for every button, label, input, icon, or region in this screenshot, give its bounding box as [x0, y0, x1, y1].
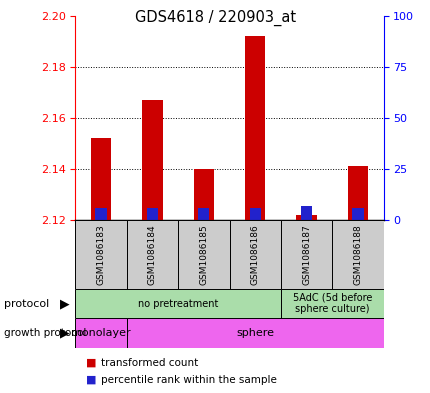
- Bar: [198, 208, 209, 220]
- Text: ■: ■: [86, 375, 96, 385]
- Text: GSM1086187: GSM1086187: [301, 224, 310, 285]
- Bar: [193, 169, 214, 220]
- Text: monolayer: monolayer: [71, 328, 131, 338]
- FancyBboxPatch shape: [178, 220, 229, 289]
- Text: protocol: protocol: [4, 299, 49, 309]
- Text: GSM1086188: GSM1086188: [353, 224, 362, 285]
- Bar: [142, 100, 163, 220]
- Bar: [300, 206, 311, 220]
- FancyBboxPatch shape: [332, 220, 383, 289]
- Text: GSM1086185: GSM1086185: [199, 224, 208, 285]
- Text: GSM1086186: GSM1086186: [250, 224, 259, 285]
- Bar: [249, 208, 260, 220]
- FancyBboxPatch shape: [75, 289, 280, 318]
- Text: sphere: sphere: [236, 328, 273, 338]
- Text: transformed count: transformed count: [101, 358, 198, 368]
- FancyBboxPatch shape: [229, 220, 280, 289]
- Text: GDS4618 / 220903_at: GDS4618 / 220903_at: [135, 10, 295, 26]
- Text: GSM1086184: GSM1086184: [147, 224, 157, 285]
- Text: 5AdC (5d before
sphere culture): 5AdC (5d before sphere culture): [292, 293, 371, 314]
- Bar: [95, 208, 107, 220]
- Bar: [147, 208, 158, 220]
- Text: ■: ■: [86, 358, 96, 368]
- FancyBboxPatch shape: [126, 220, 178, 289]
- FancyBboxPatch shape: [75, 318, 126, 348]
- Bar: [351, 208, 363, 220]
- FancyBboxPatch shape: [280, 289, 383, 318]
- FancyBboxPatch shape: [280, 220, 332, 289]
- Text: growth protocol: growth protocol: [4, 328, 86, 338]
- Text: GSM1086183: GSM1086183: [96, 224, 105, 285]
- Text: percentile rank within the sample: percentile rank within the sample: [101, 375, 276, 385]
- Bar: [91, 138, 111, 220]
- Text: no pretreatment: no pretreatment: [138, 299, 218, 309]
- Text: ▶: ▶: [60, 327, 69, 340]
- FancyBboxPatch shape: [75, 220, 126, 289]
- Bar: [295, 215, 316, 220]
- Text: ▶: ▶: [60, 297, 69, 310]
- Bar: [347, 167, 367, 220]
- FancyBboxPatch shape: [126, 318, 383, 348]
- Bar: [244, 36, 265, 220]
